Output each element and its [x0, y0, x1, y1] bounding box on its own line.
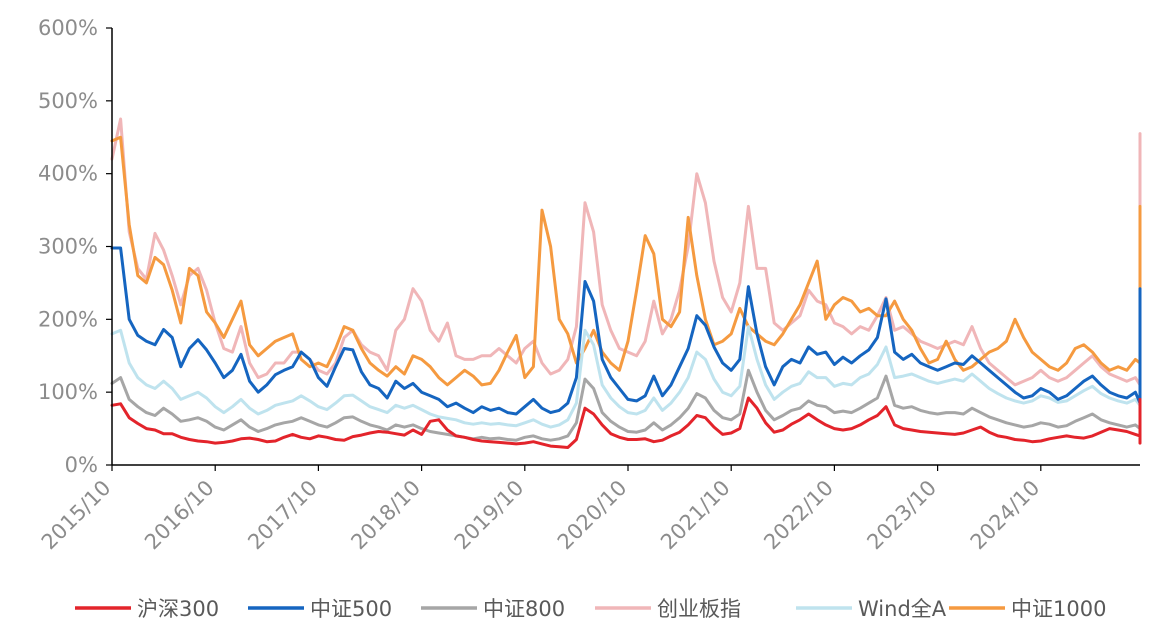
- y-tick-label: 0%: [65, 453, 98, 477]
- legend-label: 沪深300: [137, 597, 219, 621]
- x-axis-ticks: 2015/10 2016/10 2017/10 2018/10 2019/10 2020/…: [37, 465, 1044, 554]
- y-tick-label: 400%: [38, 162, 98, 186]
- legend-label: 创业板指: [657, 597, 741, 621]
- x-tick-label: 2020/10: [553, 476, 632, 555]
- x-tick-label: 2022/10: [759, 476, 838, 555]
- series-line-0: [110, 396, 1142, 449]
- y-tick-label: 100%: [38, 380, 98, 404]
- x-tick-label: 2016/10: [140, 476, 219, 555]
- series-lines: [110, 117, 1142, 449]
- x-tick-label: 2018/10: [346, 476, 425, 555]
- y-tick-label: 500%: [38, 89, 98, 113]
- legend: 沪深300 中证500 中证800 创业板指 Wind全A 中证1000: [75, 597, 1106, 621]
- legend-label: 中证1000: [1011, 597, 1106, 621]
- x-tick-label: 2021/10: [656, 476, 735, 555]
- legend-label: 中证800: [483, 597, 565, 621]
- y-tick-label: 200%: [38, 307, 98, 331]
- x-tick-label: 2017/10: [243, 476, 322, 555]
- y-tick-label: 600%: [38, 16, 98, 40]
- y-axis-ticks: 0% 100% 200% 300% 400% 500% 600%: [38, 16, 112, 477]
- legend-label: Wind全A: [858, 597, 947, 621]
- x-tick-label: 2024/10: [966, 476, 1045, 555]
- series-line-1: [110, 246, 1142, 416]
- series-line-5: [110, 135, 1142, 387]
- legend-label: 中证500: [310, 597, 392, 621]
- x-tick-label: 2019/10: [450, 476, 529, 555]
- y-tick-label: 300%: [38, 235, 98, 259]
- x-tick-label: 2023/10: [862, 476, 941, 555]
- x-tick-label: 2015/10: [37, 476, 116, 555]
